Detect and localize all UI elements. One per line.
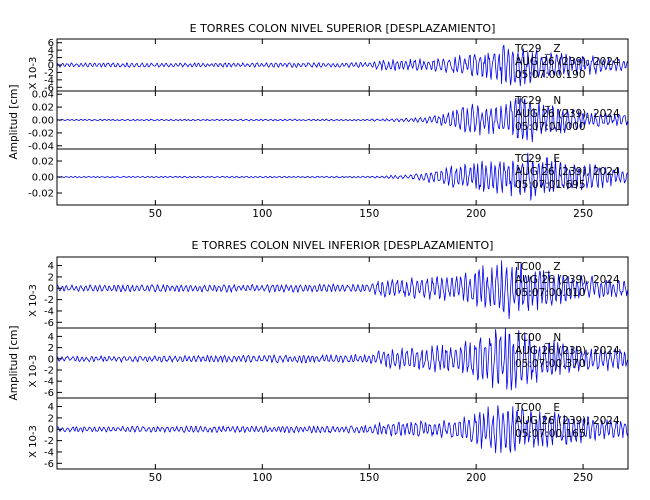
y-axis-label: Amplitud [cm] — [8, 326, 20, 401]
y-tick-label: -2 — [44, 436, 54, 447]
y-multiplier-label: X 10-3 — [28, 425, 39, 458]
y-multiplier-label: X 10-3 — [28, 355, 39, 388]
y-tick-label: 0 — [48, 425, 54, 436]
panel-frame — [56, 397, 629, 470]
y-tick-label: 4 — [48, 46, 54, 57]
y-multiplier-label: X 10-3 — [28, 57, 39, 90]
y-tick-label: 0.00 — [32, 116, 54, 127]
waveform-trace — [56, 260, 628, 320]
y-tick-label: -6 — [44, 388, 54, 399]
y-tick-label: -2 — [44, 366, 54, 377]
y-tick-label: -2 — [44, 295, 54, 306]
y-tick-label: 6 — [48, 38, 54, 49]
y-tick-label: -6 — [44, 459, 54, 470]
y-tick-label: -2 — [44, 68, 54, 79]
trace-time-annotation: 05:07:00.010 — [515, 287, 586, 299]
y-tick-label: -6 — [44, 318, 54, 329]
trace-date-annotation: AUG 26 (239), 2024 — [515, 415, 620, 427]
y-tick-label: 0 — [48, 354, 54, 365]
y-tick-label: 2 — [48, 272, 54, 283]
trace-date-annotation: AUG 26 (239), 2024 — [515, 345, 620, 357]
trace-time-annotation: 05:07:01.695 — [515, 179, 586, 191]
waveform-trace — [56, 44, 628, 87]
trace-channel-annotation: TC29 _ Z — [514, 43, 561, 55]
x-tick-label: 150 — [359, 208, 379, 220]
y-tick-label: 0 — [48, 61, 54, 72]
y-tick-label: 0.04 — [32, 90, 54, 101]
y-tick-label: 0.02 — [32, 103, 54, 114]
x-tick-label: 250 — [573, 208, 593, 220]
trace-channel-annotation: TC29 _ E — [514, 153, 560, 165]
y-axis-label: Amplitud [cm] — [8, 85, 20, 160]
chart-title: E TORRES COLON NIVEL SUPERIOR [DESPLAZAM… — [190, 22, 496, 35]
y-tick-label: 2 — [48, 53, 54, 64]
y-tick-label: -4 — [44, 75, 54, 86]
trace-date-annotation: AUG 26 (239), 2024 — [515, 108, 620, 120]
x-tick-label: 200 — [466, 472, 486, 484]
x-tick-label: 200 — [466, 208, 486, 220]
y-tick-label: -0.02 — [28, 128, 54, 139]
y-tick-label: 4 — [48, 261, 54, 272]
y-tick-label: -0.02 — [28, 189, 54, 200]
waveform-trace — [56, 405, 628, 454]
waveform-trace — [56, 328, 628, 391]
y-tick-label: 4 — [48, 402, 54, 413]
trace-channel-annotation: TC00 _ Z — [514, 261, 561, 273]
x-tick-label: 50 — [149, 472, 162, 484]
y-tick-label: 0.00 — [32, 173, 54, 184]
chart-title: E TORRES COLON NIVEL INFERIOR [DESPLAZAM… — [192, 239, 494, 252]
y-tick-label: 0.02 — [32, 157, 54, 168]
trace-time-annotation: 05:07:00.165 — [515, 428, 586, 440]
y-tick-label: -4 — [44, 306, 54, 317]
trace-date-annotation: AUG 26 (239), 2024 — [515, 274, 620, 286]
y-tick-label: 0 — [48, 284, 54, 295]
trace-time-annotation: 05:07:00.370 — [515, 358, 586, 370]
y-multiplier-label: X 10-3 — [28, 284, 39, 317]
chart-group-1: E TORRES COLON NIVEL SUPERIOR [DESPLAZAM… — [8, 22, 629, 220]
y-tick-label: 4 — [48, 332, 54, 343]
waveform-trace — [56, 97, 628, 143]
y-tick-label: 2 — [48, 413, 54, 424]
chart-group-2: E TORRES COLON NIVEL INFERIOR [DESPLAZAM… — [8, 239, 629, 484]
y-tick-label: -4 — [44, 377, 54, 388]
y-tick-label: -6 — [44, 83, 54, 94]
trace-channel-annotation: TC00 _ E — [514, 402, 560, 414]
x-tick-label: 100 — [252, 208, 272, 220]
x-tick-label: 250 — [573, 472, 593, 484]
x-tick-label: 50 — [149, 208, 162, 220]
trace-channel-annotation: TC29 _ N — [514, 95, 561, 107]
trace-channel-annotation: TC00 _ N — [514, 332, 561, 344]
trace-time-annotation: 05:07:00.190 — [515, 69, 586, 81]
waveform-trace — [56, 152, 628, 201]
trace-date-annotation: AUG 26 (239), 2024 — [515, 166, 620, 178]
x-tick-label: 100 — [252, 472, 272, 484]
trace-date-annotation: AUG 26 (239), 2024 — [515, 56, 620, 68]
y-tick-label: 2 — [48, 343, 54, 354]
y-tick-label: -0.04 — [28, 141, 54, 152]
y-tick-label: -4 — [44, 447, 54, 458]
x-tick-label: 150 — [359, 472, 379, 484]
trace-time-annotation: 05:07:01.000 — [515, 121, 586, 133]
